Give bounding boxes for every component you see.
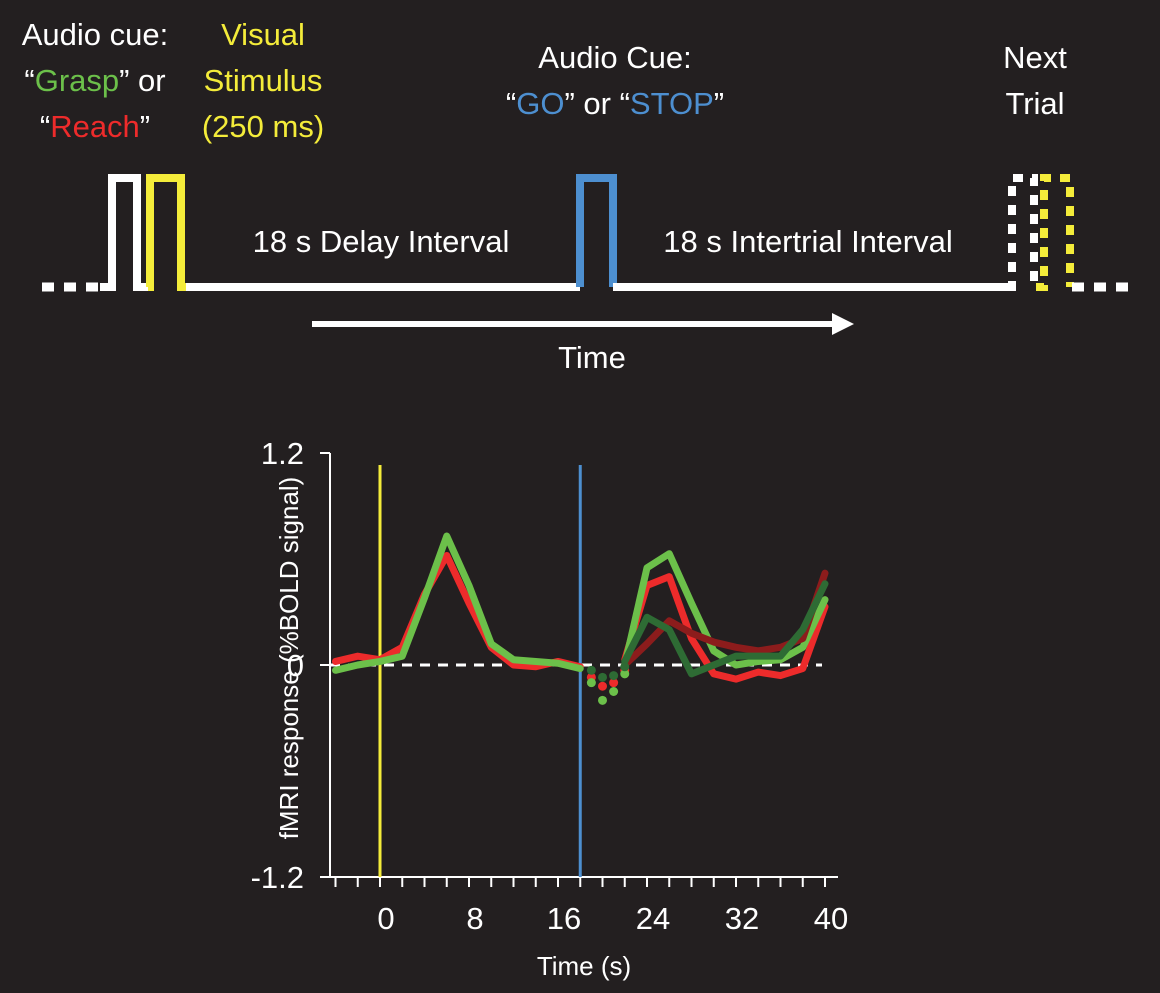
grasp-word: Grasp [34,63,120,98]
visual-stimulus-label: Visual Stimulus (250 ms) [188,12,338,150]
next-trial-label: Next Trial [975,35,1095,127]
go-cue-line2: “GO” or “STOP” [460,81,770,127]
quote-open-2: “ [39,109,51,144]
visual-stimulus-pulse [146,174,186,291]
or-word: ” or [119,63,166,98]
next-line2: Trial [1005,86,1065,121]
x-tick-label: 0 [377,901,394,936]
visual-line1: Visual [221,17,305,52]
intertrial-interval-label: 18 s Intertrial Interval [663,224,953,259]
next-trial-yellow-pulse [1036,174,1074,291]
x-tick-label: 8 [466,901,483,936]
stop-word: STOP [629,86,714,121]
next-trial-white-pulse [1008,174,1038,291]
quote-open: “ [24,63,35,98]
series-dot [609,678,619,688]
x-tick-label: 40 [814,901,848,936]
series-dot [598,695,607,705]
series-dot [598,681,607,691]
series-dot [609,687,619,696]
series-line [621,580,829,678]
series-line [332,551,584,671]
audio-cue-pulse [100,174,148,291]
audio-cue-line2: “Grasp” or [0,58,190,104]
series-line [332,532,584,674]
delay-interval-label: 18 s Delay Interval [252,224,510,259]
x-axis-label: Time (s) [537,951,631,981]
y-tick-label: -1.2 [251,860,304,895]
series-dot [586,665,596,675]
go-cue-line1: Audio Cue: [538,40,692,75]
audio-cue-label: Audio cue: “Grasp” or “Reach” [0,12,190,150]
visual-line3: (250 ms) [201,109,325,144]
go-cue-pulse [576,174,617,287]
time-arrow-label: Time [558,340,626,375]
reach-word: Reach [50,109,140,144]
y-tick-label: 0 [287,648,304,683]
series-dot [598,672,607,682]
go-cue-label: Audio Cue: “GO” or “STOP” [460,35,770,127]
next-line1: Next [1003,40,1067,75]
or-word-go: ” or “ [564,86,630,121]
quote-close: ” [139,109,151,144]
go-word: GO [516,86,565,121]
series-line [621,550,829,669]
x-tick-label: 16 [547,901,581,936]
series-dot [586,678,596,688]
x-tick-label: 32 [725,901,759,936]
audio-cue-line3: “Reach” [0,104,190,150]
series-dot [620,662,630,672]
visual-line2: Stimulus [203,63,323,98]
series-dot [609,671,619,681]
series-line [621,573,829,683]
quote-close-go: ” [713,86,725,121]
quote-open-go: “ [505,86,517,121]
y-axis-label: fMRI response (%BOLD signal) [274,477,304,840]
time-arrow-head [832,313,854,335]
x-tick-label: 24 [636,901,670,936]
audio-cue-line1: Audio cue: [21,17,169,52]
y-tick-label: 1.2 [261,436,304,471]
series-dot [620,669,630,679]
